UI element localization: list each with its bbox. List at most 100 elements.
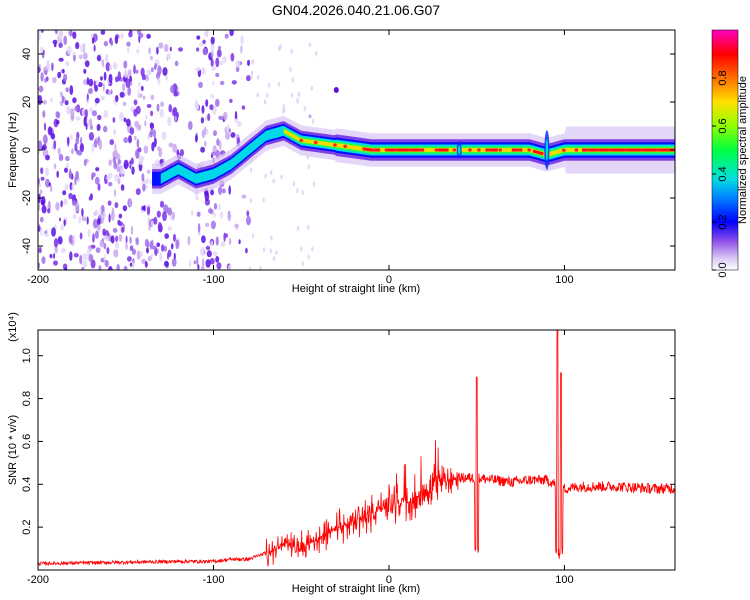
noise-blob [215, 73, 219, 77]
noise-blob [137, 139, 140, 148]
noise-blob [74, 253, 79, 257]
noise-blob [72, 148, 74, 154]
noise-blob [232, 80, 237, 84]
noise-blob [52, 77, 56, 83]
colorbar-tick-label: 0.6 [717, 118, 729, 133]
noise-blob [270, 235, 272, 240]
noise-blob [142, 184, 146, 192]
y-tick-label: -20 [21, 190, 33, 206]
noise-blob [126, 78, 131, 88]
noise-blob [257, 92, 259, 97]
noise-blob [147, 133, 149, 140]
noise-blob [141, 173, 144, 181]
noise-blob [53, 40, 58, 45]
noise-blob [158, 42, 163, 48]
noise-blob [218, 186, 222, 195]
ridge-dot [655, 148, 659, 151]
noise-blob [126, 236, 128, 244]
noise-blob [162, 132, 167, 140]
noise-blob [113, 62, 118, 69]
noise-blob [88, 229, 91, 238]
noise-blob [213, 130, 217, 136]
noise-blob [151, 220, 154, 226]
noise-blob [211, 221, 216, 230]
noise-blob [275, 250, 277, 255]
noise-blob [108, 200, 112, 205]
noise-blob [168, 250, 172, 258]
noise-blob [39, 86, 44, 93]
noise-blob [65, 184, 69, 190]
noise-blob [148, 47, 151, 54]
noise-blob [208, 208, 213, 213]
noise-blob [160, 109, 164, 118]
noise-blob [273, 179, 275, 184]
noise-blob [216, 236, 219, 245]
noise-blob [54, 163, 56, 169]
noise-blob [240, 45, 242, 54]
noise-blob [113, 249, 118, 257]
snr-x-label: Height of straight line (km) [292, 583, 420, 595]
noise-blob [207, 250, 212, 257]
noise-blob [60, 224, 64, 230]
noise-blob [250, 198, 252, 203]
noise-blob [200, 147, 205, 153]
noise-blob [246, 216, 251, 225]
noise-blob [221, 241, 226, 247]
noise-blob [222, 56, 226, 63]
noise-blob [235, 111, 237, 119]
noise-blob [215, 256, 219, 263]
ridge-dot [624, 148, 628, 151]
noise-blob [167, 116, 171, 126]
noise-blob [113, 156, 116, 163]
colorbar-gradient [712, 30, 738, 270]
noise-blob [223, 112, 227, 121]
noise-blob [129, 28, 132, 34]
noise-blob [144, 205, 146, 211]
noise-blob [110, 139, 115, 145]
noise-blob [101, 30, 106, 35]
noise-blob [108, 91, 111, 96]
noise-blob [264, 100, 266, 105]
ridge-dot [608, 148, 612, 151]
x-tick-label: -200 [27, 274, 49, 286]
noise-blob [123, 102, 127, 106]
noise-blob [217, 49, 222, 57]
noise-blob [57, 112, 60, 119]
noise-blob [216, 262, 221, 269]
ridge-dot [517, 148, 521, 151]
noise-blob [89, 254, 94, 262]
noise-blob [196, 35, 200, 39]
noise-blob [246, 75, 251, 81]
noise-blob [100, 76, 103, 80]
noise-blob [75, 171, 79, 180]
noise-blob [155, 63, 157, 68]
noise-blob [46, 150, 48, 156]
noise-blob [104, 41, 108, 47]
noise-blob [113, 98, 116, 103]
ridge-dot [498, 148, 502, 151]
noise-blob [118, 71, 121, 81]
ridge-dot [314, 141, 318, 144]
y-tick-label: 20 [21, 96, 33, 108]
ridge-dot [489, 148, 493, 151]
noise-blob [136, 70, 139, 74]
ridge-dot [477, 148, 481, 151]
noise-blob [103, 83, 105, 91]
noise-blob [130, 127, 135, 135]
noise-blob [293, 181, 295, 186]
noise-blob [122, 83, 125, 92]
noise-blob [63, 219, 65, 226]
noise-blob [297, 226, 299, 231]
noise-blob [140, 251, 143, 257]
noise-blob [225, 132, 230, 139]
ridge-dot [419, 148, 423, 151]
noise-blob [120, 33, 123, 39]
noise-blob [59, 154, 64, 161]
spectral-streak [546, 139, 548, 161]
spectrogram-panel: -200 -100 0 100 -40-2002040 Height of strai… [7, 27, 675, 295]
noise-blob [108, 182, 113, 187]
y-tick-label: 1.0 [21, 348, 33, 363]
noise-blob [296, 98, 298, 103]
noise-blob [92, 110, 97, 116]
noise-blob [40, 72, 43, 82]
